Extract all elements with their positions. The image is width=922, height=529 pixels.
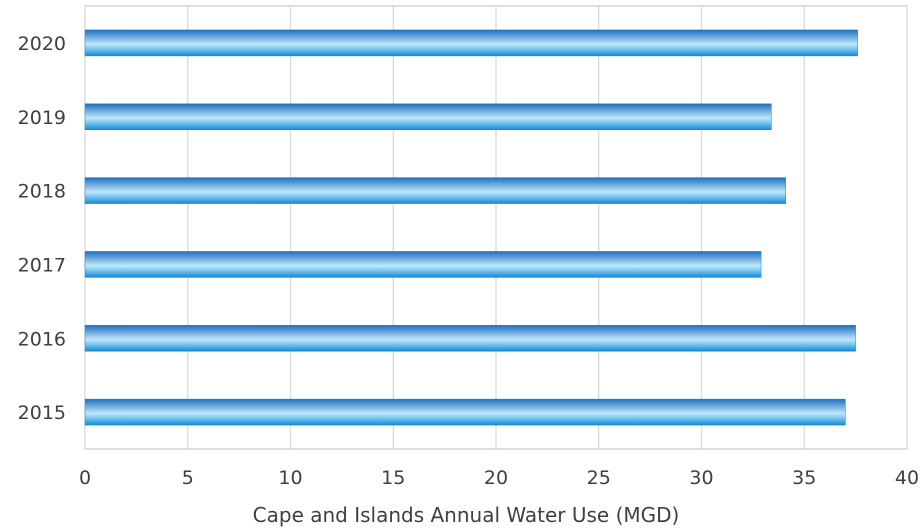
category-label-2017: 2017 [18,254,66,276]
x-tick-label: 30 [689,467,713,489]
x-tick-label: 20 [484,467,508,489]
bar-2020 [84,29,858,57]
category-label-2018: 2018 [18,181,66,203]
bar-2016 [84,325,856,352]
bar-2018 [84,177,787,204]
bar-2017 [84,251,762,278]
category-label-2020: 2020 [18,33,66,55]
category-label-2019: 2019 [18,107,66,129]
category-label-2015: 2015 [18,402,66,424]
category-label-2016: 2016 [18,328,66,350]
bar-2019 [84,103,772,130]
bar-2015 [84,398,846,426]
x-tick-label: 15 [381,467,405,489]
x-tick-label: 35 [792,467,816,489]
x-tick-label: 0 [79,467,91,489]
x-tick-label: 5 [182,467,194,489]
x-tick-label: 40 [895,467,919,489]
x-axis-title: Cape and Islands Annual Water Use (MGD) [253,503,680,527]
x-tick-label: 25 [587,467,611,489]
x-tick-label: 10 [278,467,302,489]
